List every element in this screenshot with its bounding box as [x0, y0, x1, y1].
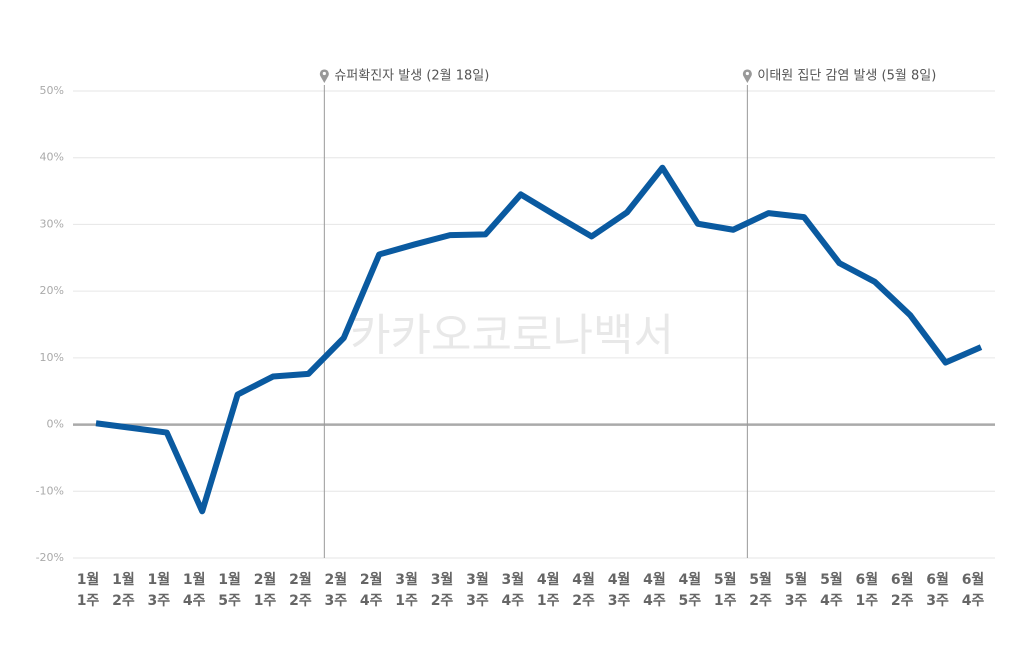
annotation: 슈퍼확진자 발생 (2월 18일) [334, 69, 489, 84]
watermark: 카카오코로나백서 [350, 310, 674, 361]
x-tick-label: 3월 [466, 571, 489, 588]
x-tick-label: 6월 [855, 571, 878, 588]
x-tick-label: 1월 [183, 571, 206, 588]
x-tick-label: 3주 [324, 593, 347, 609]
x-tick-label: 5주 [678, 593, 701, 609]
x-tick-label: 1주 [77, 593, 100, 609]
x-tick-label: 1월 [147, 571, 170, 588]
y-tick-label: 30% [40, 217, 64, 230]
x-tick-label: 5월 [749, 571, 772, 588]
annotation: 이태원 집단 감염 발생 (5월 8일) [757, 69, 936, 84]
x-tick-label: 2주 [112, 593, 135, 609]
pin-dot [745, 71, 749, 76]
x-tick-label: 3월 [501, 571, 524, 588]
x-tick-label: 3주 [926, 593, 949, 609]
x-tick-label: 1주 [395, 593, 418, 609]
x-tick-label: 2주 [572, 593, 595, 609]
x-tick-label: 1월 [112, 571, 135, 588]
x-tick-label: 2월 [254, 571, 277, 588]
x-tick-label: 2주 [289, 593, 312, 609]
x-tick-label: 2주 [891, 593, 914, 609]
x-tick-label: 2월 [289, 571, 312, 588]
x-tick-label: 5월 [785, 571, 808, 588]
x-tick-label: 5월 [820, 571, 843, 588]
x-tick-label: 1월 [218, 571, 241, 588]
x-tick-label: 4월 [643, 571, 666, 588]
x-tick-label: 6월 [926, 571, 949, 588]
x-tick-label: 2주 [431, 593, 454, 609]
x-tick-label: 1주 [855, 593, 878, 609]
y-tick-label: 20% [40, 284, 64, 297]
x-tick-label: 2월 [360, 571, 383, 588]
x-tick-label: 3주 [466, 593, 489, 609]
x-tick-label: 4월 [678, 571, 701, 588]
x-tick-label: 4월 [572, 571, 595, 588]
pin-icon [319, 69, 329, 83]
x-tick-label: 4주 [962, 593, 985, 609]
x-tick-label: 2월 [324, 571, 347, 588]
x-tick-label: 3주 [608, 593, 631, 609]
x-tick-label: 1주 [254, 593, 277, 609]
x-tick-label: 4주 [183, 593, 206, 609]
x-tick-label: 1주 [714, 593, 737, 609]
y-tick-label: 40% [40, 151, 64, 164]
x-tick-label: 5월 [714, 571, 737, 588]
y-tick-label: 50% [40, 84, 64, 97]
x-tick-label: 4주 [643, 593, 666, 609]
x-tick-label: 6월 [891, 571, 914, 588]
line-series [95, 164, 983, 515]
x-tick-label: 4주 [360, 593, 383, 609]
x-tick-label: 3주 [785, 593, 808, 609]
x-tick-label: 3주 [147, 593, 170, 609]
x-tick-label: 3월 [395, 571, 418, 588]
x-tick-label: 2주 [749, 593, 772, 609]
pin-dot [322, 71, 326, 76]
x-tick-label: 4주 [820, 593, 843, 609]
y-tick-label: -10% [36, 484, 64, 497]
pin-icon [742, 69, 752, 83]
y-tick-label: -20% [36, 551, 64, 564]
x-tick-label: 6월 [962, 571, 985, 588]
x-tick-label: 4주 [501, 593, 524, 609]
x-tick-label: 4월 [608, 571, 631, 588]
x-tick-label: 5주 [218, 593, 241, 609]
x-tick-label: 1월 [77, 571, 100, 588]
x-tick-label: 1주 [537, 593, 560, 609]
y-tick-label: 0% [47, 418, 64, 431]
y-tick-label: 10% [40, 351, 64, 364]
x-tick-label: 4월 [537, 571, 560, 588]
x-tick-label: 3월 [431, 571, 454, 588]
